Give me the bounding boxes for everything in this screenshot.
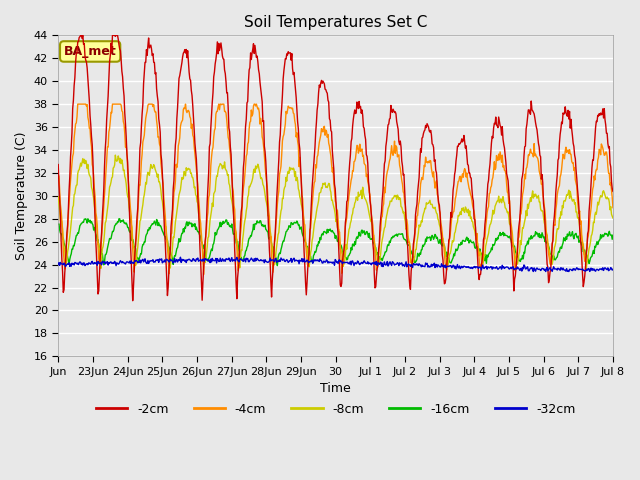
Legend: -2cm, -4cm, -8cm, -16cm, -32cm: -2cm, -4cm, -8cm, -16cm, -32cm (91, 398, 580, 420)
Y-axis label: Soil Temperature (C): Soil Temperature (C) (15, 132, 28, 260)
Text: BA_met: BA_met (64, 45, 116, 58)
Title: Soil Temperatures Set C: Soil Temperatures Set C (244, 15, 428, 30)
X-axis label: Time: Time (320, 382, 351, 396)
